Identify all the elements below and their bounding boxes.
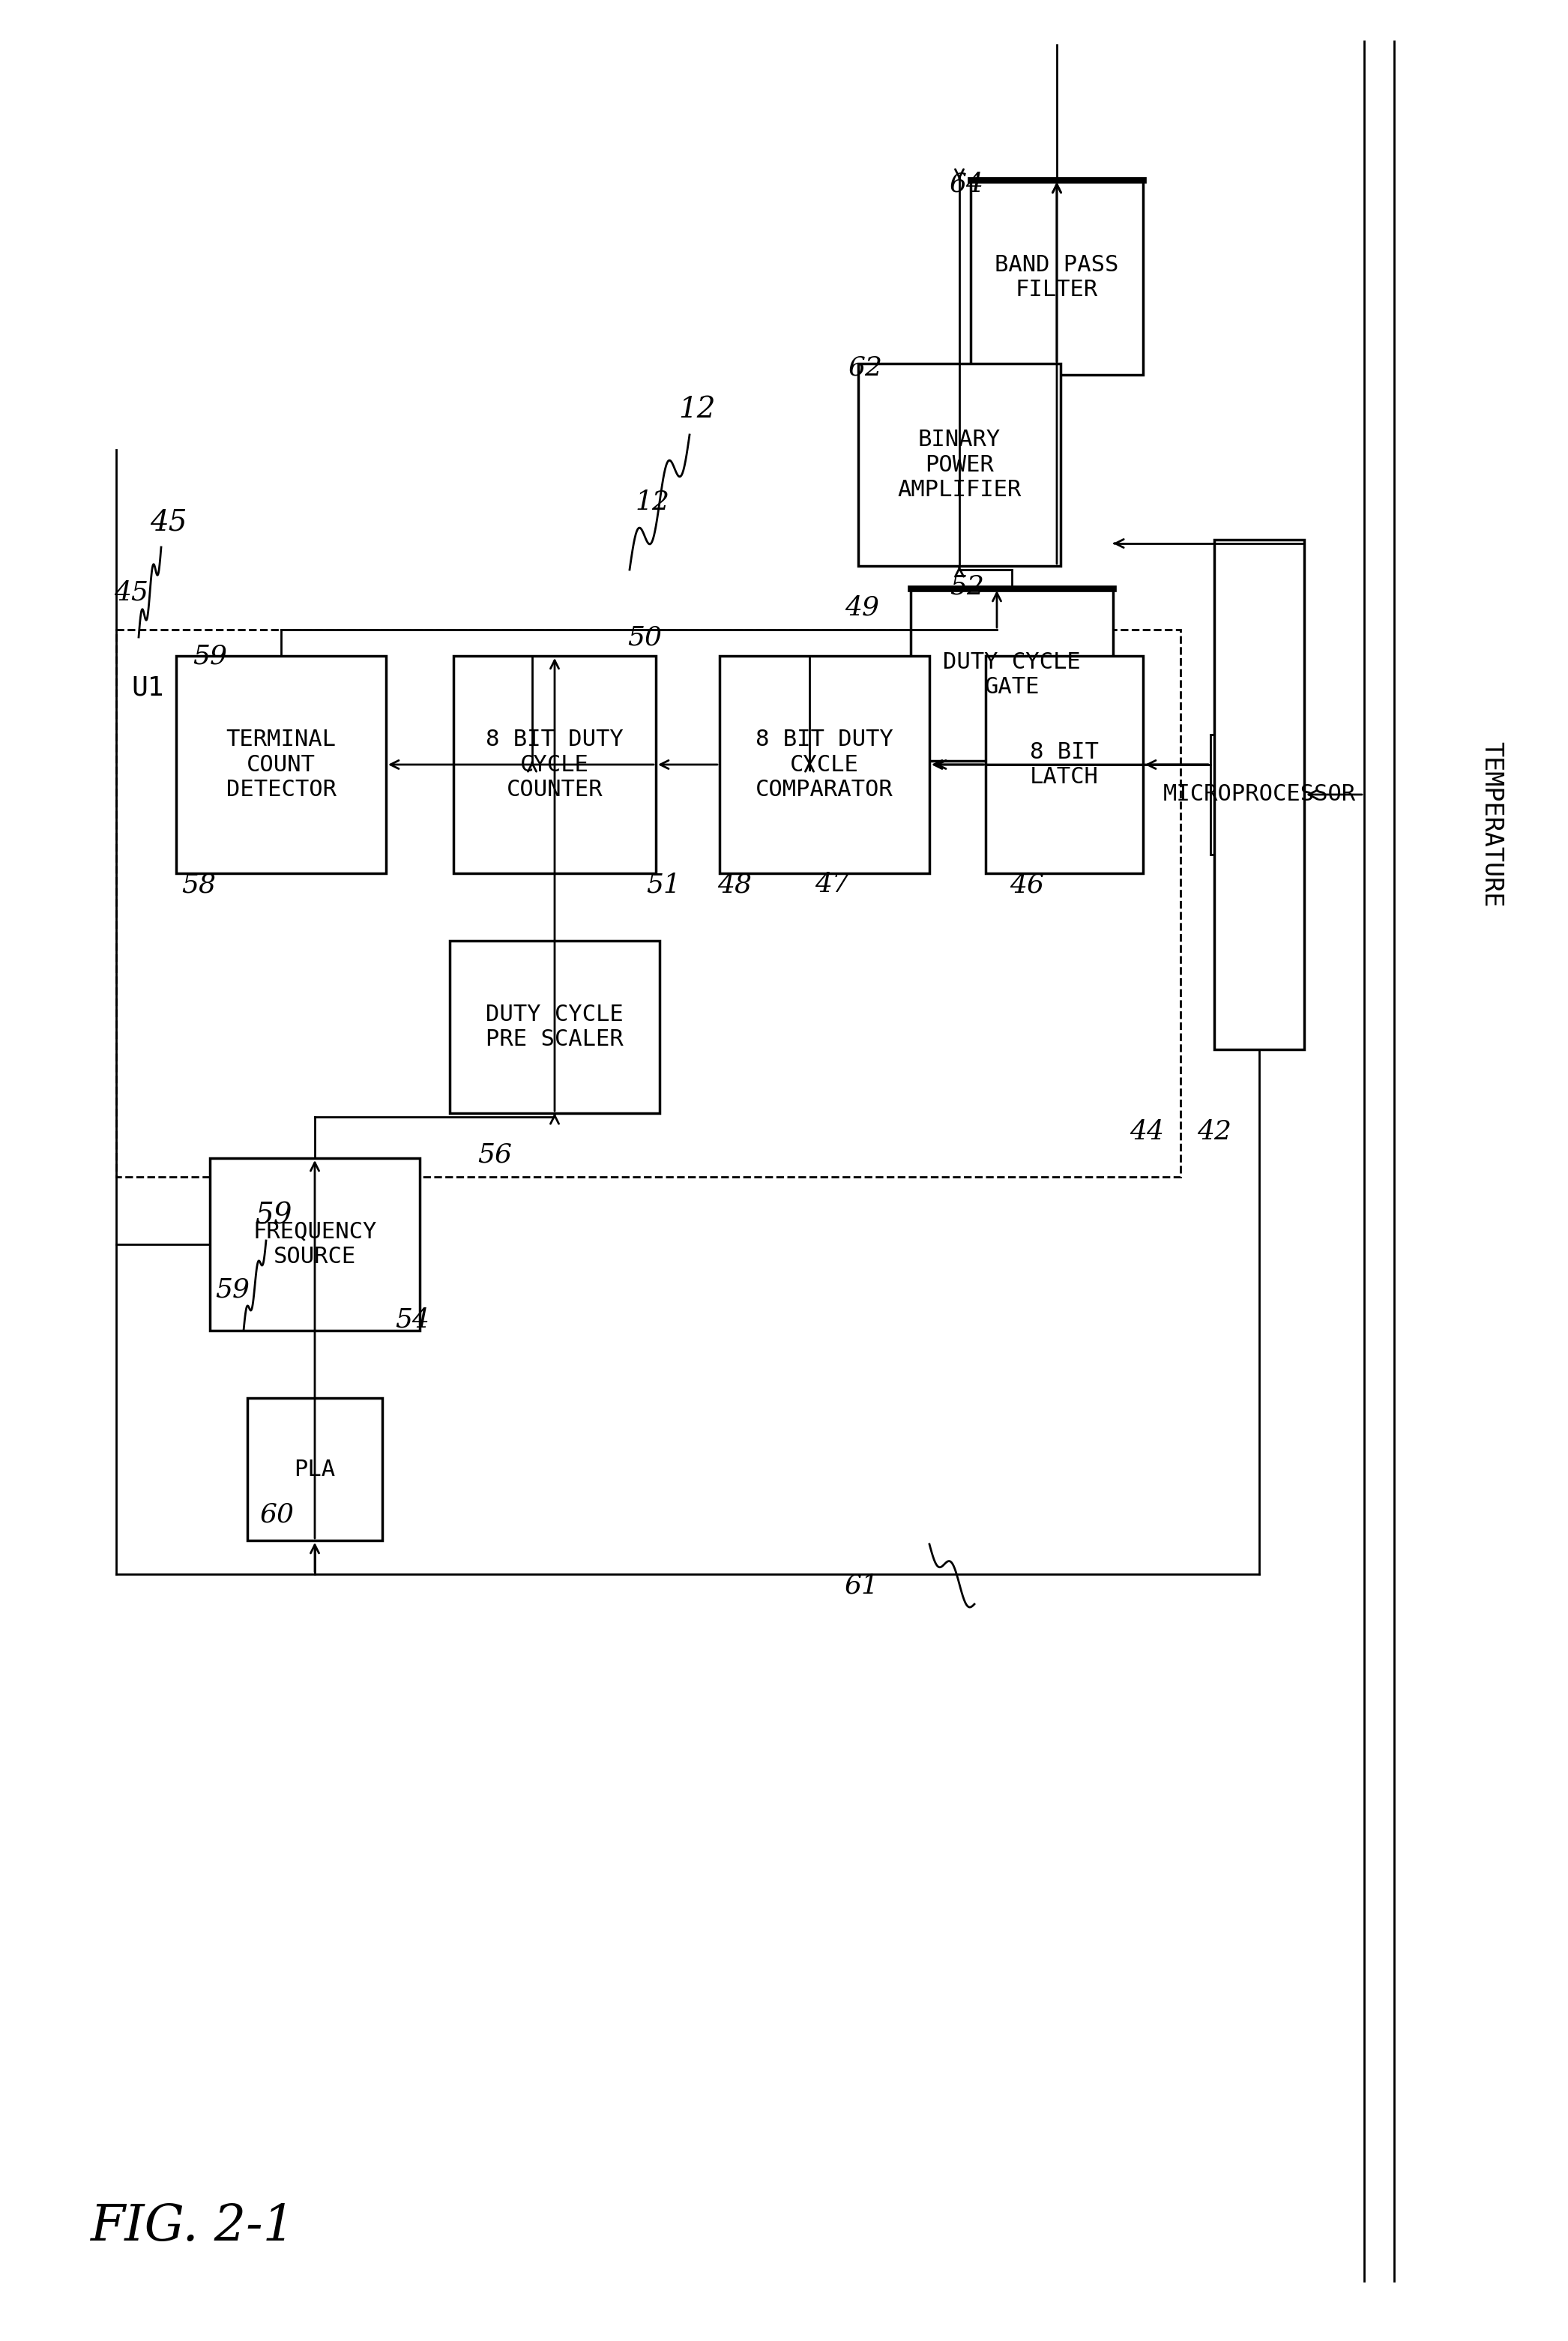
Text: 64: 64: [950, 171, 985, 197]
Text: FIG. 2-1: FIG. 2-1: [89, 2203, 295, 2252]
Text: 42: 42: [1196, 1119, 1231, 1145]
Text: 51: 51: [646, 871, 681, 897]
Text: DUTY CYCLE
PRE SCALER: DUTY CYCLE PRE SCALER: [486, 1004, 624, 1051]
Text: 61: 61: [845, 1573, 880, 1599]
Bar: [971, 180, 1143, 375]
Text: 44: 44: [1129, 1119, 1163, 1145]
Text: U1: U1: [132, 674, 163, 700]
Text: 50: 50: [627, 625, 662, 651]
Text: 54: 54: [395, 1306, 430, 1332]
Text: FREQUENCY
SOURCE: FREQUENCY SOURCE: [252, 1222, 376, 1269]
Text: 46: 46: [1010, 871, 1044, 897]
Text: 47: 47: [815, 871, 850, 897]
Bar: [858, 363, 1060, 567]
Text: 45: 45: [114, 581, 149, 604]
Text: 8 BIT DUTY
CYCLE
COMPARATOR: 8 BIT DUTY CYCLE COMPARATOR: [756, 728, 894, 801]
Text: 45: 45: [151, 508, 187, 536]
Text: 59: 59: [215, 1276, 249, 1302]
Bar: [720, 655, 930, 873]
Text: 8 BIT
LATCH: 8 BIT LATCH: [1030, 742, 1099, 789]
Bar: [176, 655, 386, 873]
Text: 60: 60: [260, 1501, 295, 1526]
Text: 62: 62: [848, 353, 883, 379]
Text: 56: 56: [477, 1142, 511, 1168]
Text: 49: 49: [845, 595, 880, 620]
Text: PLA: PLA: [295, 1458, 336, 1480]
Bar: [986, 655, 1143, 873]
Bar: [453, 655, 655, 873]
Bar: [116, 630, 1181, 1178]
Bar: [911, 588, 1113, 761]
Bar: [210, 1159, 420, 1330]
Text: BINARY
POWER
AMPLIFIER: BINARY POWER AMPLIFIER: [897, 428, 1021, 501]
Text: 12: 12: [679, 396, 715, 424]
Bar: [450, 941, 660, 1114]
Bar: [1214, 541, 1305, 1049]
Text: DUTY CYCLE
GATE: DUTY CYCLE GATE: [942, 651, 1080, 698]
Text: BAND PASS
FILTER: BAND PASS FILTER: [994, 253, 1120, 300]
Bar: [248, 1398, 383, 1540]
Text: 59: 59: [256, 1201, 292, 1229]
Text: 59: 59: [193, 644, 227, 670]
Text: 48: 48: [717, 871, 751, 897]
Text: 52: 52: [950, 574, 985, 599]
Text: 8 BIT DUTY
CYCLE
COUNTER: 8 BIT DUTY CYCLE COUNTER: [486, 728, 624, 801]
Text: 58: 58: [182, 871, 216, 897]
Text: TERMINAL
COUNT
DETECTOR: TERMINAL COUNT DETECTOR: [226, 728, 336, 801]
Text: TEMPERATURE: TEMPERATURE: [1479, 742, 1504, 908]
Text: MICROPROCESSOR: MICROPROCESSOR: [1163, 784, 1356, 805]
Text: 12: 12: [635, 489, 670, 515]
